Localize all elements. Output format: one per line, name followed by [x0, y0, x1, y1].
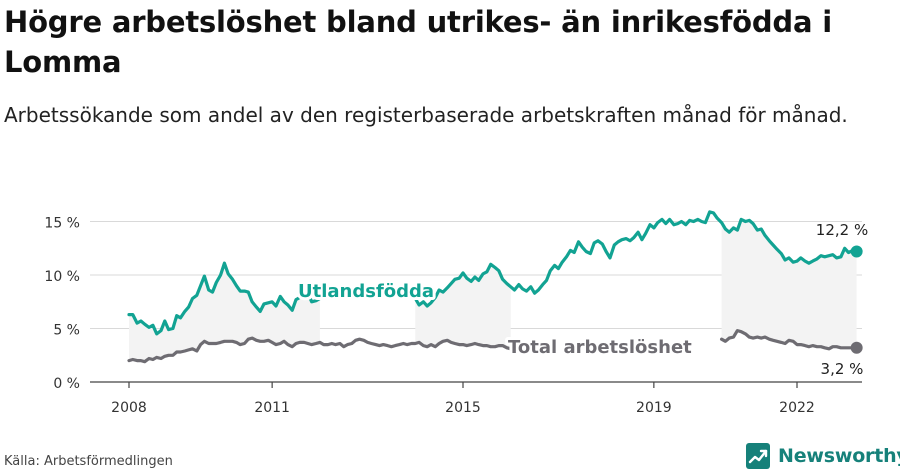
brand-logo-block: Newsworthy	[746, 442, 900, 470]
series-line-total	[127, 329, 859, 364]
source-note: Källa: Arbetsförmedlingen	[4, 454, 173, 469]
series-label-total-text: Total arbetslöshet	[508, 337, 692, 358]
end-point-total	[850, 341, 863, 354]
y-tick-label: 0 %	[53, 376, 80, 392]
series-lines	[127, 210, 863, 364]
brand-name: Newsworthy	[778, 445, 900, 467]
end-point-foreign-born	[850, 245, 863, 258]
end-label-foreign-born: 12,2 %	[816, 221, 868, 239]
chart-subtitle: Arbetssökande som andel av den registerb…	[4, 103, 848, 127]
x-tick-label: 2011	[254, 400, 290, 416]
x-tick-label: 2008	[111, 400, 147, 416]
axes: 0 % 5 % 10 % 15 % 2008 2011 2015 2019 2022	[44, 216, 862, 416]
newsworthy-logo-icon	[746, 443, 770, 469]
x-tick-label: 2022	[779, 400, 815, 416]
series-label-total-halo: Total arbetslöshet	[508, 337, 692, 358]
end-label-total: 3,2 %	[821, 360, 864, 378]
y-tick-label: 5 %	[53, 323, 80, 339]
x-tick-label: 2019	[636, 400, 672, 416]
y-tick-label: 10 %	[44, 269, 80, 285]
series-line-foreign-born	[127, 210, 859, 336]
range-band	[129, 219, 857, 362]
chart-title: Högre arbetslöshet bland utrikes- än inr…	[4, 5, 832, 79]
x-tick-label: 2015	[445, 400, 481, 416]
series-label-foreign-born-text: Utlandsfödda	[298, 281, 434, 302]
y-tick-label: 15 %	[44, 216, 80, 232]
series-label-foreign-born-halo: Utlandsfödda	[298, 281, 434, 302]
